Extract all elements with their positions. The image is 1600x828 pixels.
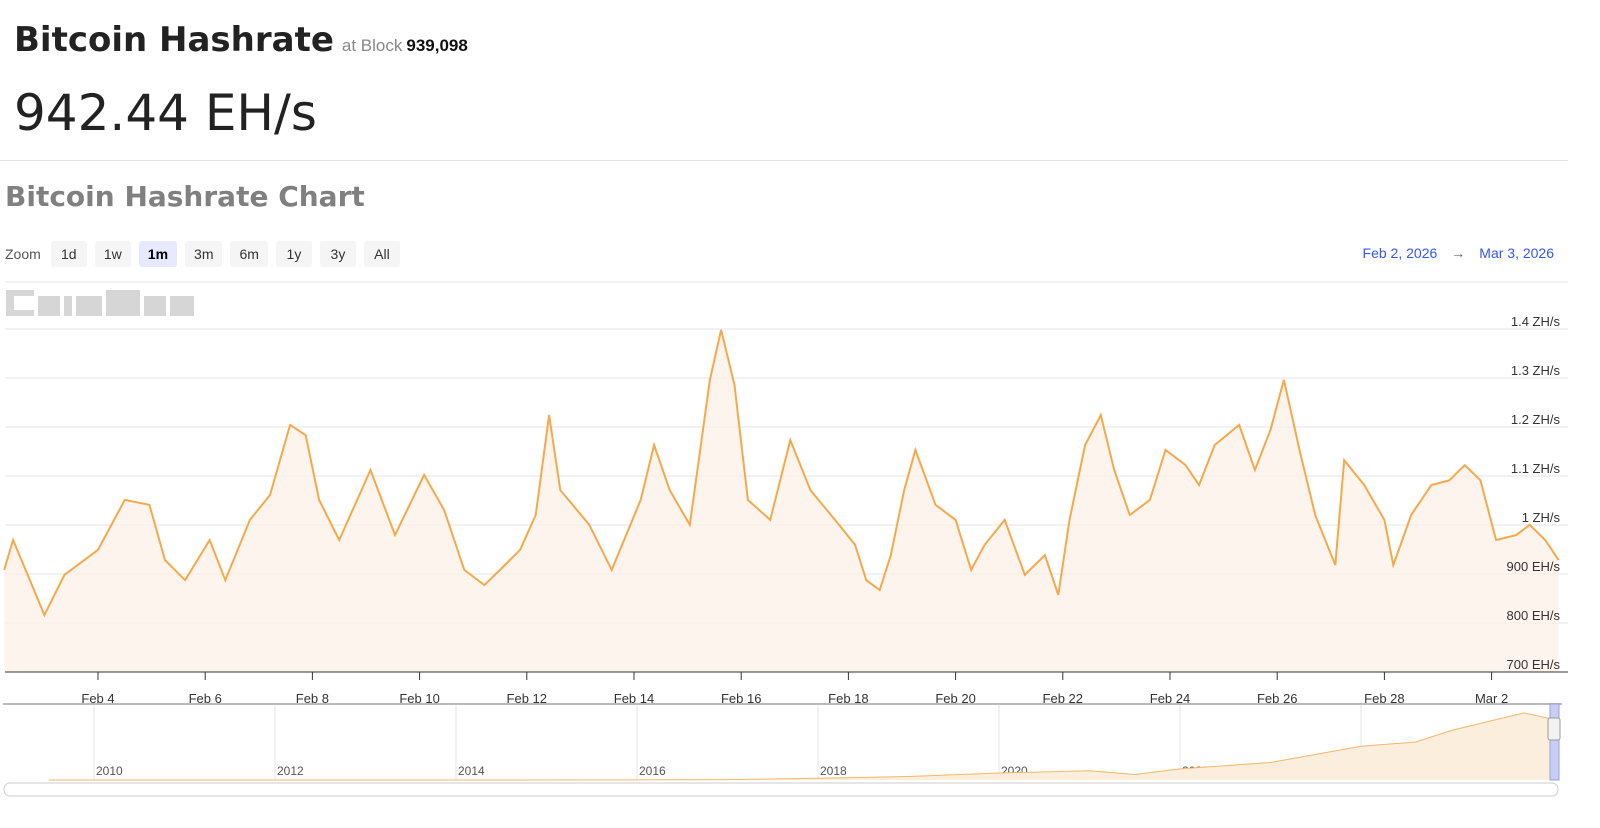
hashrate-area — [4, 329, 1559, 672]
date-range: Feb 2, 2026 → Mar 3, 2026 — [1363, 245, 1554, 261]
y-tick-label: 1.1 ZH/s — [1511, 461, 1561, 476]
y-tick-label: 900 EH/s — [1507, 559, 1561, 574]
zoom-3m-button[interactable]: 3m — [185, 241, 223, 267]
y-tick-label: 1 ZH/s — [1522, 510, 1561, 525]
navigator-selection[interactable] — [1549, 703, 1560, 781]
x-tick-label: Feb 18 — [828, 691, 868, 706]
x-tick-label: Feb 12 — [507, 691, 547, 706]
arrow-right-icon: → — [1451, 245, 1466, 261]
divider — [0, 160, 1568, 161]
zoom-3y-button[interactable]: 3y — [319, 241, 356, 267]
current-hashrate: 942.44 EH/s — [14, 84, 317, 142]
range-to[interactable]: Mar 3, 2026 — [1479, 245, 1554, 261]
zoom-controls: Zoom 1d 1w 1m 3m 6m 1y 3y All — [5, 241, 400, 267]
y-tick-label: 1.2 ZH/s — [1511, 412, 1561, 427]
y-tick-label: 1.4 ZH/s — [1511, 314, 1561, 329]
y-tick-label: 700 EH/s — [1507, 657, 1561, 672]
x-tick-label: Feb 20 — [935, 691, 975, 706]
zoom-1w-button[interactable]: 1w — [94, 241, 131, 267]
zoom-label: Zoom — [5, 246, 41, 262]
x-tick-label: Feb 6 — [189, 691, 222, 706]
navigator-tick-label: 2014 — [458, 764, 485, 778]
zoom-1y-button[interactable]: 1y — [275, 241, 312, 267]
x-tick-label: Feb 24 — [1150, 691, 1190, 706]
x-tick-label: Feb 10 — [399, 691, 439, 706]
navigator-tick-label: 2018 — [820, 764, 847, 778]
chart-title: Bitcoin Hashrate Chart — [5, 180, 365, 213]
navigator-tick-label: 2012 — [277, 764, 304, 778]
navigator-handle[interactable] — [1547, 717, 1561, 741]
navigator[interactable]: 20102012201420162018202020222024 — [3, 703, 1562, 797]
coinwarz-watermark — [6, 290, 194, 316]
x-tick-label: Feb 8 — [296, 691, 329, 706]
zoom-6m-button[interactable]: 6m — [230, 241, 268, 267]
zoom-all-button[interactable]: All — [363, 241, 400, 267]
at-block-label: at Block — [341, 36, 403, 55]
zoom-1m-button[interactable]: 1m — [138, 241, 178, 267]
x-tick-label: Feb 26 — [1257, 691, 1297, 706]
x-tick-label: Feb 28 — [1364, 691, 1404, 706]
page-title: Bitcoin Hashrate — [14, 20, 334, 60]
hashrate-line — [3, 329, 1560, 618]
y-tick-label: 800 EH/s — [1507, 608, 1561, 623]
range-from[interactable]: Feb 2, 2026 — [1362, 245, 1438, 261]
navigator-tick-label: 2010 — [96, 764, 123, 778]
block-height: 939,098 — [406, 36, 468, 55]
header: Bitcoin Hashrate at Block 939,098 — [14, 20, 468, 60]
x-tick-label: Feb 16 — [721, 691, 761, 706]
navigator-tick-label: 2016 — [639, 764, 666, 778]
navigator-scrollbar[interactable] — [3, 782, 1559, 797]
x-tick-label: Mar 2 — [1475, 691, 1508, 706]
zoom-1d-button[interactable]: 1d — [50, 241, 87, 267]
x-tick-label: Feb 14 — [614, 691, 654, 706]
x-tick-label: Feb 4 — [81, 691, 114, 706]
navigator-area — [48, 712, 1558, 780]
y-tick-label: 1.3 ZH/s — [1511, 363, 1561, 378]
navigator-line — [48, 712, 1558, 781]
x-tick-label: Feb 22 — [1043, 691, 1083, 706]
